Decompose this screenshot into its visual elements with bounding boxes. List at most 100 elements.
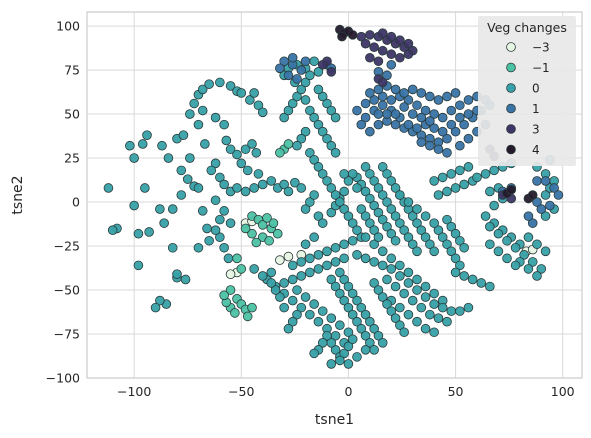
- data-point: [249, 264, 259, 274]
- data-point: [382, 221, 392, 232]
- data-point: [292, 140, 302, 151]
- data-point: [395, 260, 405, 271]
- x-tick-label: 100: [551, 384, 575, 399]
- data-point: [523, 232, 534, 243]
- data-point: [369, 42, 379, 52]
- data-point: [292, 309, 302, 320]
- data-point: [317, 59, 328, 70]
- legend-label: 3: [532, 123, 540, 137]
- data-point: [125, 140, 135, 151]
- data-point: [412, 123, 422, 133]
- data-point: [455, 306, 465, 316]
- data-point: [247, 302, 257, 313]
- data-point: [403, 49, 414, 60]
- data-point: [390, 211, 401, 221]
- data-point: [412, 285, 422, 295]
- data-point: [433, 95, 444, 105]
- data-point: [416, 112, 427, 123]
- data-point: [450, 88, 461, 98]
- x-tick-label: 0: [344, 384, 352, 399]
- data-point: [532, 176, 542, 186]
- y-tick-label: 50: [64, 107, 80, 122]
- data-point: [416, 302, 427, 313]
- data-point: [395, 35, 405, 45]
- data-point: [129, 200, 139, 211]
- data-point: [412, 100, 422, 111]
- data-point: [442, 316, 452, 327]
- data-point: [283, 70, 294, 81]
- data-point: [510, 242, 521, 253]
- legend-marker: [506, 83, 516, 93]
- data-point: [300, 77, 311, 88]
- data-point: [420, 232, 431, 243]
- data-point: [352, 250, 362, 260]
- data-point: [523, 264, 534, 274]
- data-point: [223, 253, 234, 264]
- data-point: [200, 139, 210, 149]
- data-point: [373, 56, 384, 67]
- data-point: [347, 288, 358, 299]
- data-point: [399, 327, 409, 338]
- data-point: [395, 218, 405, 228]
- data-point: [455, 260, 465, 271]
- data-point: [157, 140, 167, 151]
- data-point: [485, 239, 495, 250]
- data-point: [249, 183, 259, 193]
- data-point: [420, 292, 431, 302]
- data-point: [275, 292, 285, 302]
- legend-label: −3: [532, 41, 550, 55]
- data-point: [540, 211, 551, 221]
- data-point: [230, 308, 240, 318]
- data-point: [305, 253, 315, 264]
- data-point: [296, 302, 307, 313]
- data-point: [386, 306, 397, 316]
- data-point: [335, 355, 345, 366]
- data-point: [107, 225, 118, 235]
- data-point: [330, 257, 341, 267]
- data-point: [360, 211, 371, 221]
- data-point: [377, 292, 388, 302]
- data-point: [373, 109, 384, 119]
- data-point: [313, 119, 324, 130]
- data-point: [159, 218, 169, 228]
- scatter-points: [103, 24, 564, 369]
- data-point: [536, 204, 547, 214]
- data-point: [343, 359, 354, 369]
- data-point: [442, 239, 452, 250]
- data-point: [412, 218, 422, 228]
- data-point: [343, 302, 354, 313]
- data-point: [382, 70, 392, 81]
- data-point: [485, 221, 495, 232]
- data-point: [202, 223, 212, 234]
- data-point: [527, 257, 538, 267]
- data-point: [219, 206, 229, 216]
- data-point: [437, 302, 448, 313]
- data-point: [275, 147, 285, 158]
- data-point: [133, 228, 144, 239]
- data-point: [339, 169, 349, 179]
- data-point: [403, 197, 414, 207]
- data-point: [210, 158, 221, 169]
- data-point: [360, 98, 371, 109]
- data-point: [204, 79, 214, 89]
- data-point: [433, 313, 444, 323]
- data-point: [420, 211, 431, 221]
- data-point: [356, 204, 367, 214]
- data-point: [300, 126, 311, 137]
- data-point: [407, 109, 418, 119]
- data-point: [266, 267, 277, 278]
- data-point: [527, 190, 538, 200]
- data-point: [437, 112, 448, 123]
- data-point: [369, 200, 379, 211]
- data-point: [337, 31, 347, 42]
- data-point: [360, 112, 371, 123]
- data-point: [257, 271, 268, 281]
- data-point: [390, 109, 401, 119]
- data-point: [144, 227, 154, 237]
- data-point: [395, 271, 405, 281]
- data-point: [360, 253, 371, 264]
- data-point: [279, 112, 289, 123]
- data-point: [390, 313, 401, 323]
- data-point: [167, 204, 178, 214]
- data-point: [279, 278, 289, 288]
